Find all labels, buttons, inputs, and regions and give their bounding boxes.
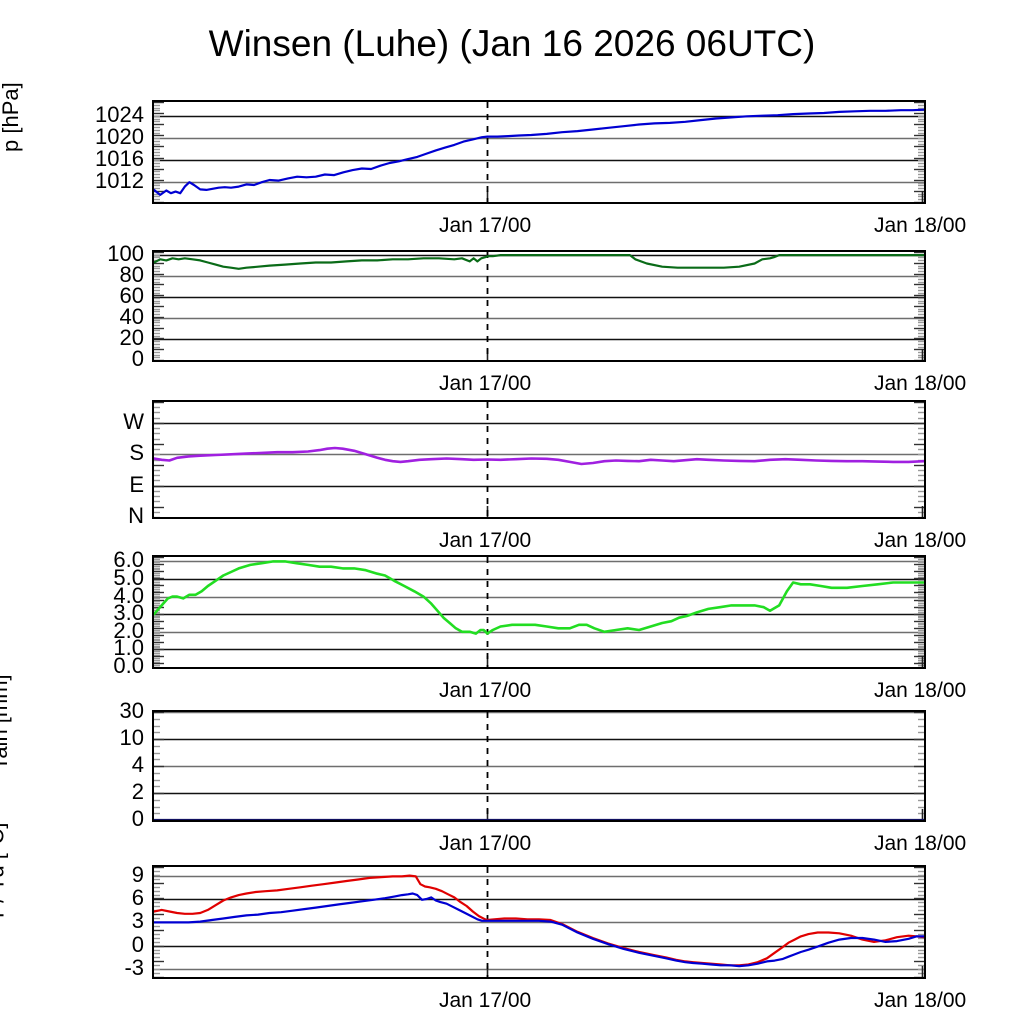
xtick-label: Jan 17/00: [438, 214, 532, 237]
ytick-wind-direction: N: [128, 503, 144, 528]
series-line: [154, 874, 924, 967]
page-title: Winsen (Luhe) (Jan 16 2026 06UTC): [208, 23, 816, 64]
ytick-wind-direction: W: [123, 408, 144, 434]
ytick-temperature: 6: [131, 884, 144, 910]
ytick-wind-speed: 4.0: [113, 582, 144, 608]
xtick-label: Jan 18/00: [873, 832, 967, 855]
ytick-pressure: 1016: [95, 146, 144, 172]
ytick-pressure: 1024: [95, 102, 144, 128]
plot-svg-wind-direction: [154, 402, 924, 517]
ytick-rain: 4: [131, 752, 144, 777]
series-line: [154, 108, 924, 197]
ytick-pressure: 1020: [95, 124, 144, 150]
series-line: [154, 892, 924, 968]
xtick-label: Jan 18/00: [873, 529, 967, 552]
ytick-wind-direction: E: [129, 471, 144, 497]
plot-area-humidity: [152, 250, 926, 362]
ytick-temperature: 0: [131, 931, 144, 957]
xtick-label: Jan 17/00: [438, 989, 532, 1012]
ytick-humidity: 100: [107, 241, 144, 267]
ytick-temperature: 9: [131, 861, 144, 887]
xtick-label: Jan 17/00: [438, 679, 532, 702]
xtick-label: Jan 18/00: [873, 989, 967, 1012]
minor-ticks: [154, 252, 924, 360]
ytick-wind-speed: 3.0: [113, 600, 144, 626]
plot-svg-pressure: [154, 102, 924, 202]
ytick-pressure: 1012: [95, 168, 144, 194]
ytick-wind-speed: 6.0: [113, 547, 144, 573]
xtick-label: Jan 17/00: [438, 529, 532, 552]
minor-ticks: [154, 557, 924, 667]
ytick-temperature: -3: [124, 955, 144, 981]
minor-ticks: [154, 867, 924, 977]
plot-svg-wind-speed: [154, 557, 924, 667]
ytick-rain: 10: [119, 725, 144, 750]
ytick-humidity: 0: [131, 346, 144, 371]
ytick-humidity: 60: [119, 283, 144, 309]
ytick-rain: 2: [131, 779, 144, 804]
ytick-wind-speed: 1.0: [113, 635, 144, 661]
plot-area-wind-direction: [152, 400, 926, 519]
plot-area-wind-speed: [152, 555, 926, 669]
minor-ticks: [154, 402, 924, 517]
ytick-humidity: 20: [119, 325, 144, 351]
xtick-label: Jan 17/00: [438, 832, 532, 855]
ytick-temperature: 3: [131, 908, 144, 934]
ytick-wind-speed: 0.0: [113, 653, 144, 678]
ytick-rain: 30: [119, 698, 144, 723]
minor-ticks: [154, 102, 924, 202]
plot-area-rain: [152, 710, 926, 822]
minor-ticks: [154, 712, 924, 820]
ytick-wind-direction: S: [129, 440, 144, 466]
plot-svg-rain: [154, 712, 924, 820]
plot-area-pressure: [152, 100, 926, 204]
ytick-humidity: 80: [119, 262, 144, 288]
xtick-label: Jan 18/00: [873, 372, 967, 395]
xtick-label: Jan 17/00: [438, 372, 532, 395]
plot-area-temperature: [152, 865, 926, 979]
series-line: [154, 560, 924, 635]
ytick-wind-speed: 2.0: [113, 617, 144, 643]
series-line: [154, 446, 924, 466]
ytick-rain: 0: [131, 806, 144, 831]
plot-svg-temperature: [154, 867, 924, 977]
plot-svg-humidity: [154, 252, 924, 360]
series-line: [154, 253, 924, 270]
ytick-humidity: 40: [119, 304, 144, 330]
xtick-label: Jan 18/00: [873, 214, 967, 237]
ytick-wind-speed: 5.0: [113, 565, 144, 590]
xtick-label: Jan 18/00: [873, 679, 967, 702]
